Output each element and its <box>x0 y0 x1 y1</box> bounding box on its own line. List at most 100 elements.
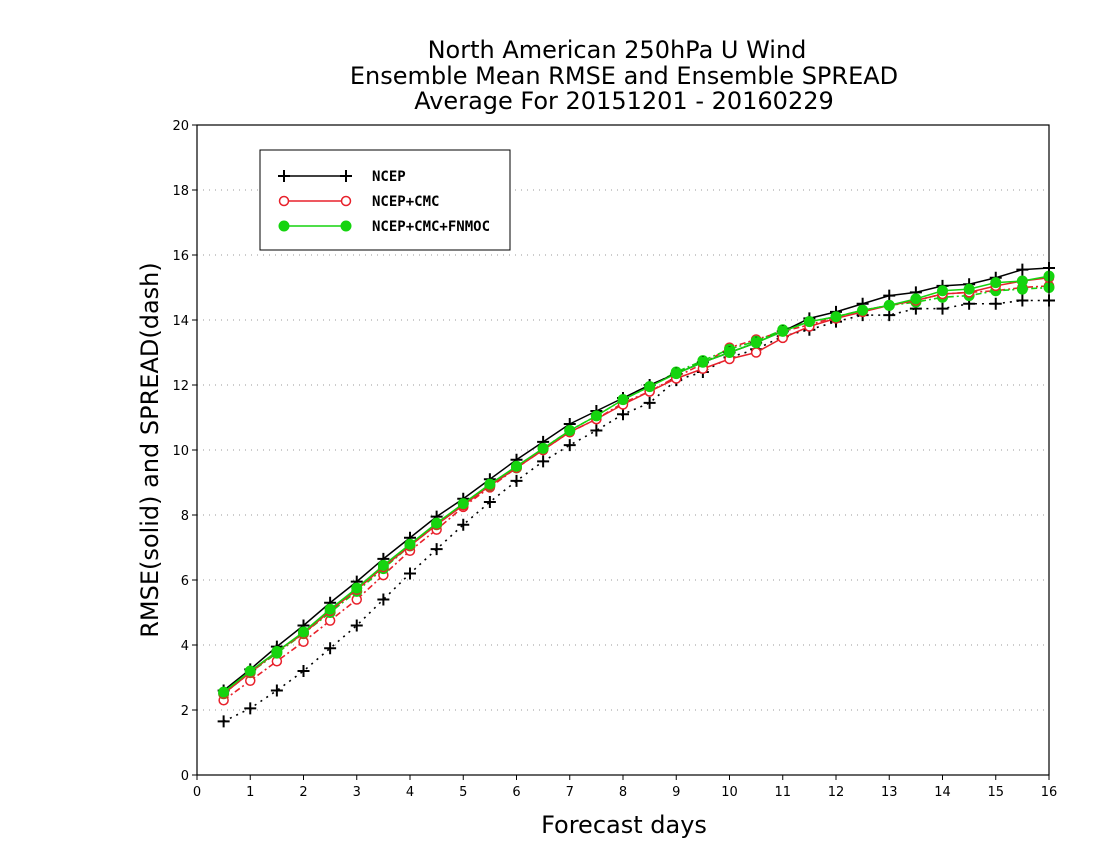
filled-circle-marker <box>218 686 230 698</box>
plus-marker <box>643 396 656 409</box>
legend-label: NCEP <box>372 169 406 185</box>
open-circle-marker <box>750 347 762 358</box>
series-spread-ncep <box>217 294 1055 728</box>
y-tick-label: 6 <box>181 574 189 589</box>
plus-marker <box>510 474 523 487</box>
series-layer <box>217 262 1055 728</box>
legend: NCEP NCEP+CMC NCEP+CMC+FNMOC <box>259 149 511 251</box>
x-tick-label: 10 <box>721 785 738 800</box>
x-tick-label: 7 <box>566 785 574 800</box>
y-tick-label: 10 <box>172 444 189 459</box>
legend-entry: NCEP+CMC+FNMOC <box>278 219 490 235</box>
plus-marker <box>590 424 603 437</box>
plus-marker <box>483 496 496 508</box>
plus-marker <box>217 715 230 728</box>
plus-marker <box>270 684 283 697</box>
chart-title-line-3: Average For 20151201 - 20160229 <box>414 87 834 115</box>
y-axis: 0 2 4 6 8 10 12 14 16 18 20 <box>172 119 197 784</box>
chart-title: North American 250hPa U Wind Ensemble Me… <box>350 36 898 115</box>
filled-circle-marker <box>324 603 336 615</box>
series-line <box>223 267 1050 692</box>
filled-circle-marker <box>278 220 290 232</box>
plus-marker <box>350 619 363 632</box>
x-axis-label: Forecast days <box>541 811 707 839</box>
filled-circle-marker <box>697 356 709 368</box>
filled-circle-marker <box>777 325 789 337</box>
filled-circle-marker <box>298 626 309 638</box>
y-tick-label: 8 <box>181 509 189 524</box>
x-tick-label: 5 <box>459 785 467 800</box>
filled-circle-marker <box>670 368 682 380</box>
plus-marker <box>457 518 470 531</box>
y-tick-label: 0 <box>181 769 189 784</box>
filled-circle-marker <box>271 646 283 657</box>
x-tick-label: 13 <box>881 785 898 800</box>
open-circle-marker <box>340 195 352 207</box>
filled-circle-marker <box>511 460 522 472</box>
filled-circle-marker <box>457 498 469 510</box>
legend-box <box>259 149 511 251</box>
y-tick-label: 18 <box>172 184 189 199</box>
filled-circle-marker <box>937 285 948 297</box>
x-axis: 0 1 2 3 4 5 6 7 8 9 10 11 12 13 14 15 16 <box>193 775 1057 800</box>
filled-circle-marker <box>590 410 602 422</box>
filled-circle-marker <box>910 293 922 305</box>
filled-circle-marker <box>1016 275 1028 287</box>
y-tick-label: 20 <box>172 119 189 134</box>
series-spread-ncep-cmc <box>218 280 1055 706</box>
plus-marker <box>404 567 416 580</box>
x-tick-label: 12 <box>828 785 845 800</box>
filled-circle-marker <box>990 277 1002 289</box>
series-line <box>223 277 1050 695</box>
series-rmse-ncep <box>217 262 1055 697</box>
filled-circle-marker <box>750 337 762 349</box>
x-tick-label: 0 <box>193 785 201 800</box>
filled-circle-marker <box>564 425 576 436</box>
series-line <box>223 285 1050 701</box>
y-tick-label: 14 <box>172 314 189 329</box>
filled-circle-marker <box>857 304 869 316</box>
legend-label: NCEP+CMC+FNMOC <box>372 219 490 235</box>
y-tick-label: 12 <box>172 379 189 394</box>
chart-title-line-2: Ensemble Mean RMSE and Ensemble SPREAD <box>350 62 898 90</box>
x-tick-label: 6 <box>512 785 520 800</box>
x-tick-label: 8 <box>619 785 627 800</box>
x-tick-label: 3 <box>353 785 361 800</box>
filled-circle-marker <box>537 442 549 454</box>
filled-circle-marker <box>963 283 975 295</box>
x-tick-label: 4 <box>406 785 414 800</box>
plus-marker <box>340 170 352 182</box>
series-rmse-ncep-cmc-fnmoc <box>218 270 1055 698</box>
plus-marker <box>936 302 949 315</box>
legend-label: NCEP+CMC <box>372 194 439 210</box>
plus-marker <box>617 408 629 421</box>
filled-circle-marker <box>803 316 815 328</box>
y-tick-label: 2 <box>181 704 189 719</box>
series-line <box>223 299 1049 723</box>
filled-circle-marker <box>431 517 443 529</box>
plus-marker <box>883 289 896 302</box>
filled-circle-marker <box>351 582 363 594</box>
x-tick-label: 11 <box>774 785 791 800</box>
y-tick-label: 4 <box>181 639 189 654</box>
plus-marker <box>989 297 1002 310</box>
series-line <box>223 275 1050 693</box>
plus-marker <box>1016 263 1029 276</box>
legend-entry: NCEP <box>278 169 406 185</box>
plus-marker <box>297 665 310 677</box>
y-tick-label: 16 <box>172 249 189 264</box>
filled-circle-marker <box>404 538 416 550</box>
series-line <box>223 286 1050 695</box>
plus-marker <box>430 543 443 556</box>
filled-circle-marker <box>883 299 895 311</box>
x-tick-label: 14 <box>934 785 951 800</box>
filled-circle-marker <box>377 559 389 571</box>
open-circle-marker <box>278 195 290 207</box>
plus-marker <box>1016 294 1029 307</box>
plus-marker <box>244 702 257 715</box>
x-tick-label: 9 <box>672 785 680 800</box>
series-rmse-ncep-cmc <box>218 272 1055 699</box>
plus-marker <box>324 642 337 655</box>
filled-circle-marker <box>617 394 629 406</box>
